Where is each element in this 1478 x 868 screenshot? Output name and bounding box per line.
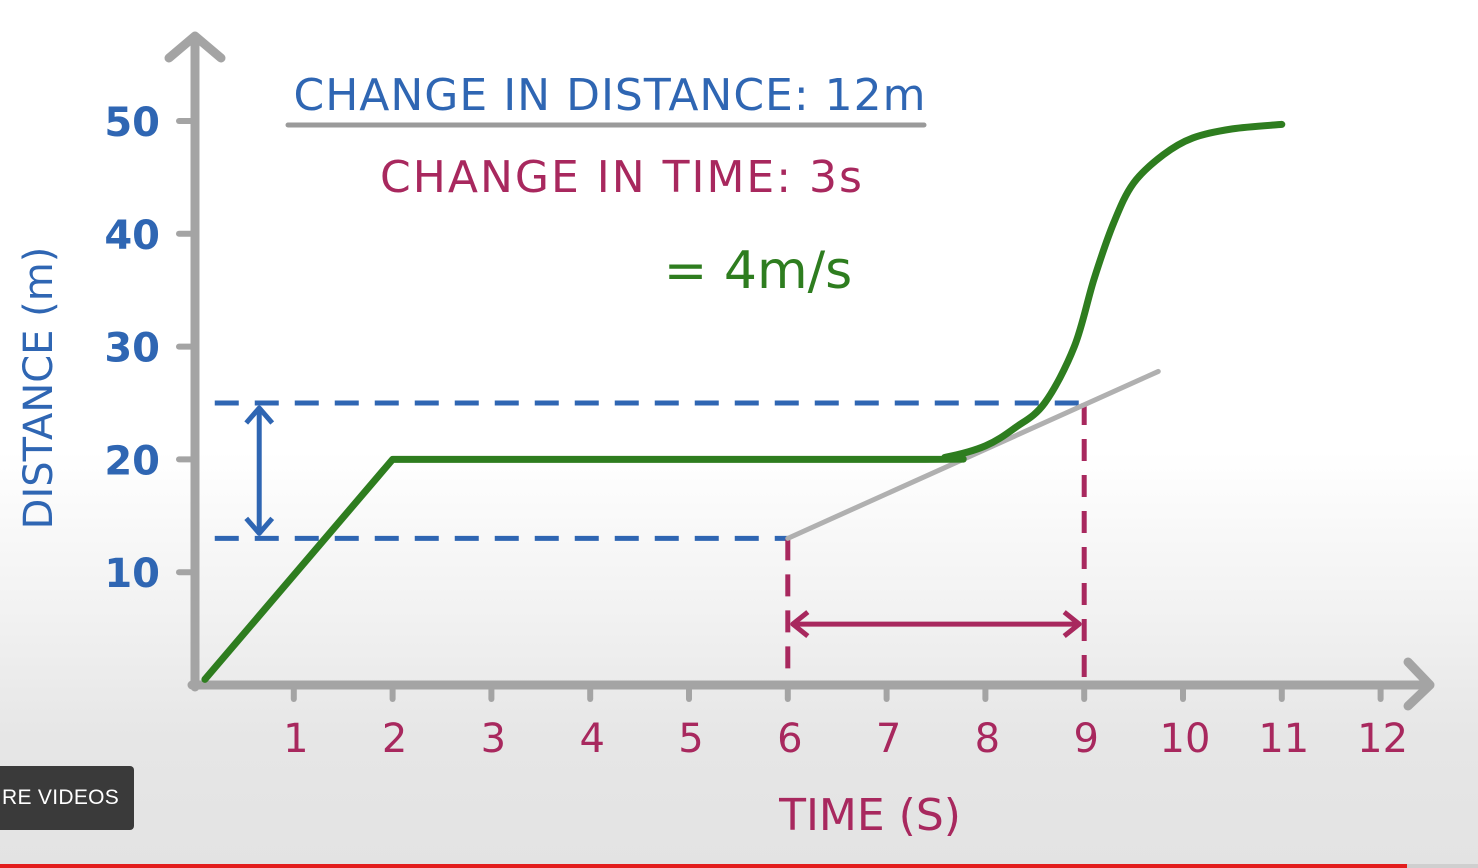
x-tick-label: 12 [1357,716,1408,762]
distance-arrow-head-bottom [244,516,275,536]
video-progress-bar[interactable] [0,864,1478,868]
y-axis-arrowhead [164,31,226,63]
y-tick-label: 20 [104,438,160,484]
x-tick-label: 4 [579,716,604,762]
tangent-line [785,368,1161,541]
x-tick-label: 6 [777,716,802,762]
speed-result-text: = 4m/s [664,241,852,301]
x-tick-label: 10 [1160,716,1211,762]
more-videos-button[interactable]: RE VIDEOS [0,766,134,830]
x-tick-label: 1 [283,716,308,762]
x-axis-arrowhead [1403,657,1435,711]
change-in-time-text: CHANGE IN TIME: 3s [380,152,864,203]
chart-annotations [214,400,1087,681]
distance-arrow-head-top [244,405,275,425]
x-tick-label: 2 [382,716,407,762]
y-axis-label: DISTANCE (m) [16,247,62,530]
x-tick-label: 11 [1258,716,1309,762]
x-tick-label: 5 [678,716,703,762]
y-tick-label: 30 [104,326,160,372]
series-layer [201,120,1286,683]
x-tick-label: 7 [876,716,901,762]
x-tick-label: 9 [1073,716,1098,762]
chart-text: TIME (S) DISTANCE (m) CHANGE IN DISTANCE: … [16,70,961,841]
x-tick-label: 3 [481,716,506,762]
distance-curve [201,120,1286,683]
video-progress-fill [0,864,1408,868]
time-arrow-head-right [1062,610,1082,639]
time-arrow-head-left [790,610,810,639]
x-axis-label: TIME (S) [778,790,961,841]
chart-axes [164,31,1435,711]
change-in-distance-text: CHANGE IN DISTANCE: 12m [293,70,926,121]
y-tick-label: 40 [104,213,160,259]
more-videos-label: RE VIDEOS [2,786,120,809]
y-tick-label: 10 [104,551,160,597]
y-tick-label: 50 [104,100,160,146]
x-tick-label: 8 [975,716,1000,762]
